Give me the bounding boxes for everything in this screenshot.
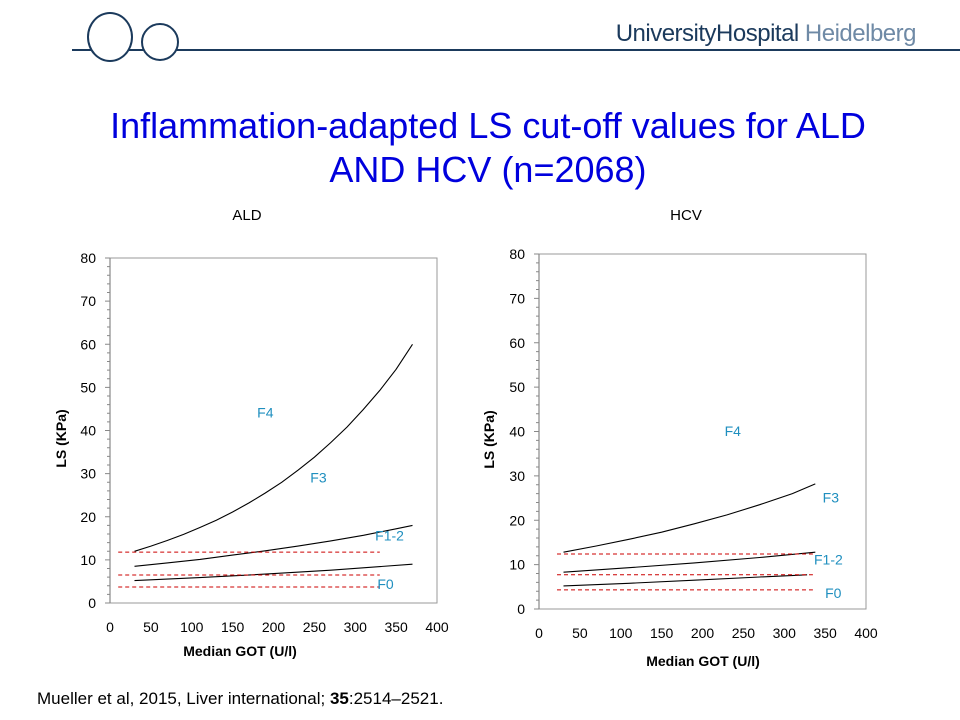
- y-tick-label: 50: [509, 379, 525, 395]
- plot-frame: [109, 257, 438, 604]
- citation-suffix: :2514–2521.: [348, 689, 444, 708]
- adapted-cutoff-curve: [134, 563, 413, 582]
- y-tick-label: 30: [509, 468, 525, 484]
- y-tick-label: 40: [509, 424, 525, 440]
- y-tick-label: 10: [509, 557, 525, 573]
- slide-title-line2: AND HCV (n=2068): [329, 149, 647, 190]
- header-rule: [72, 49, 960, 51]
- adapted-cutoff-curve: [134, 343, 413, 552]
- y-tick-label: 20: [509, 512, 525, 528]
- fibrosis-stage-label: F1-2: [814, 552, 843, 568]
- logo-ring-large-icon: [87, 12, 133, 62]
- y-tick-label: 10: [80, 552, 96, 568]
- fibrosis-stage-label: F3: [823, 490, 840, 506]
- x-tick-label: 100: [180, 619, 204, 635]
- x-tick-label: 50: [143, 619, 159, 635]
- x-tick-label: 300: [773, 625, 797, 641]
- y-tick-label: 0: [517, 601, 525, 617]
- x-tick-label: 250: [303, 619, 327, 635]
- brand-primary: UniversityHospital: [615, 20, 800, 47]
- y-tick-label: 70: [80, 293, 96, 309]
- x-tick-label: 300: [344, 619, 368, 635]
- y-tick-label: 30: [80, 466, 96, 482]
- y-axis-label: LS (KPa): [481, 410, 497, 468]
- brand-wordmark: UniversityHospital Heidelberg: [615, 20, 917, 48]
- x-tick-label: 150: [221, 619, 245, 635]
- y-tick-label: 70: [509, 290, 525, 306]
- fibrosis-stage-label: F4: [257, 405, 274, 421]
- y-tick-label: 80: [80, 250, 96, 266]
- y-tick-label: 50: [80, 379, 96, 395]
- adapted-cutoff-curve: [134, 524, 413, 567]
- fibrosis-stage-label: F3: [310, 469, 327, 485]
- x-tick-label: 350: [384, 619, 408, 635]
- x-tick-label: 0: [535, 625, 543, 641]
- y-tick-label: 20: [80, 509, 96, 525]
- slide-title-line1: Inflammation-adapted LS cut-off values f…: [110, 105, 866, 146]
- y-tick-label: 0: [88, 595, 96, 611]
- x-tick-label: 400: [854, 625, 878, 641]
- adapted-cutoff-curve: [563, 551, 816, 573]
- x-axis-label: Median GOT (U/l): [646, 653, 760, 669]
- fibrosis-stage-label: F4: [725, 423, 742, 439]
- citation-prefix: Mueller et al, 2015, Liver international…: [37, 689, 330, 708]
- brand-secondary: Heidelberg: [804, 20, 917, 47]
- x-tick-label: 100: [609, 625, 633, 641]
- x-axis-label: Median GOT (U/l): [183, 643, 297, 659]
- y-axis-label: LS (KPa): [53, 409, 69, 467]
- adapted-cutoff-curve: [563, 483, 816, 553]
- x-tick-label: 200: [262, 619, 286, 635]
- y-tick-label: 40: [80, 423, 96, 439]
- x-tick-label: 50: [572, 625, 588, 641]
- chart-title: HCV: [670, 207, 702, 224]
- x-tick-label: 350: [813, 625, 837, 641]
- x-tick-label: 0: [106, 619, 114, 635]
- x-tick-label: 400: [425, 619, 449, 635]
- y-tick-label: 60: [80, 336, 96, 352]
- fibrosis-stage-label: F0: [377, 576, 394, 592]
- adapted-cutoff-curve: [563, 574, 808, 587]
- citation: Mueller et al, 2015, Liver international…: [37, 689, 443, 709]
- x-tick-label: 150: [650, 625, 674, 641]
- fibrosis-stage-label: F1-2: [375, 527, 404, 543]
- chart-title: ALD: [232, 207, 261, 224]
- fibrosis-stage-label: F0: [825, 585, 842, 601]
- y-tick-label: 80: [509, 246, 525, 262]
- slide-title: Inflammation-adapted LS cut-off values f…: [0, 104, 960, 192]
- citation-volume: 35: [329, 689, 349, 708]
- x-tick-label: 200: [691, 625, 715, 641]
- y-tick-label: 60: [509, 335, 525, 351]
- x-tick-label: 250: [732, 625, 756, 641]
- logo-ring-small-icon: [141, 23, 179, 61]
